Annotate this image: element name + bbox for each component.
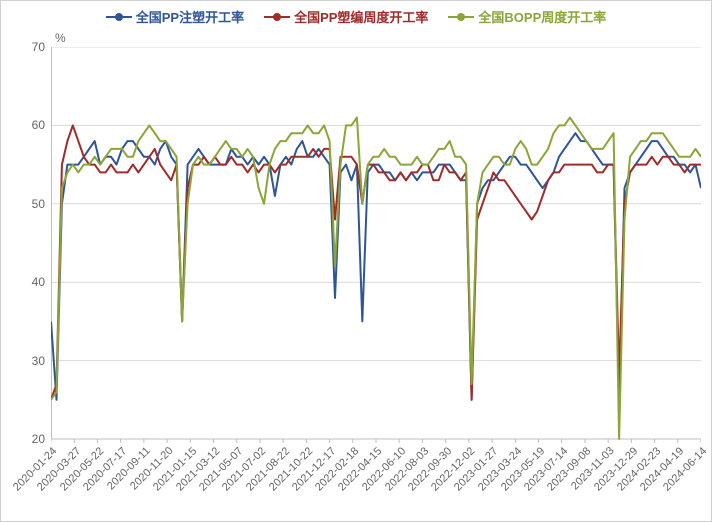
y-tick-label: 50 xyxy=(1,197,45,211)
legend-item: 全国PP注塑开工率 xyxy=(106,7,244,26)
legend-label: 全国PP注塑开工率 xyxy=(136,7,244,26)
y-tick-label: 70 xyxy=(1,40,45,54)
legend-label: 全国BOPP周度开工率 xyxy=(478,7,606,26)
y-tick-label: 40 xyxy=(1,275,45,289)
legend-item: 全国BOPP周度开工率 xyxy=(448,7,606,26)
legend-marker-icon xyxy=(448,11,474,23)
legend-marker-icon xyxy=(106,11,132,23)
series-line xyxy=(51,125,701,399)
y-tick-label: 60 xyxy=(1,118,45,132)
y-axis-unit: % xyxy=(55,31,66,45)
plot-area xyxy=(51,47,701,445)
legend-item: 全国PP塑编周度开工率 xyxy=(264,7,428,26)
y-tick-label: 30 xyxy=(1,354,45,368)
legend-marker-icon xyxy=(264,11,290,23)
chart-container: 全国PP注塑开工率 全国PP塑编周度开工率 全国BOPP周度开工率 % 20 30 40… xyxy=(0,0,712,522)
series-line xyxy=(51,118,701,439)
legend-label: 全国PP塑编周度开工率 xyxy=(294,7,428,26)
y-tick-label: 20 xyxy=(1,432,45,446)
legend: 全国PP注塑开工率 全国PP塑编周度开工率 全国BOPP周度开工率 xyxy=(1,7,711,26)
series-line xyxy=(51,133,701,400)
